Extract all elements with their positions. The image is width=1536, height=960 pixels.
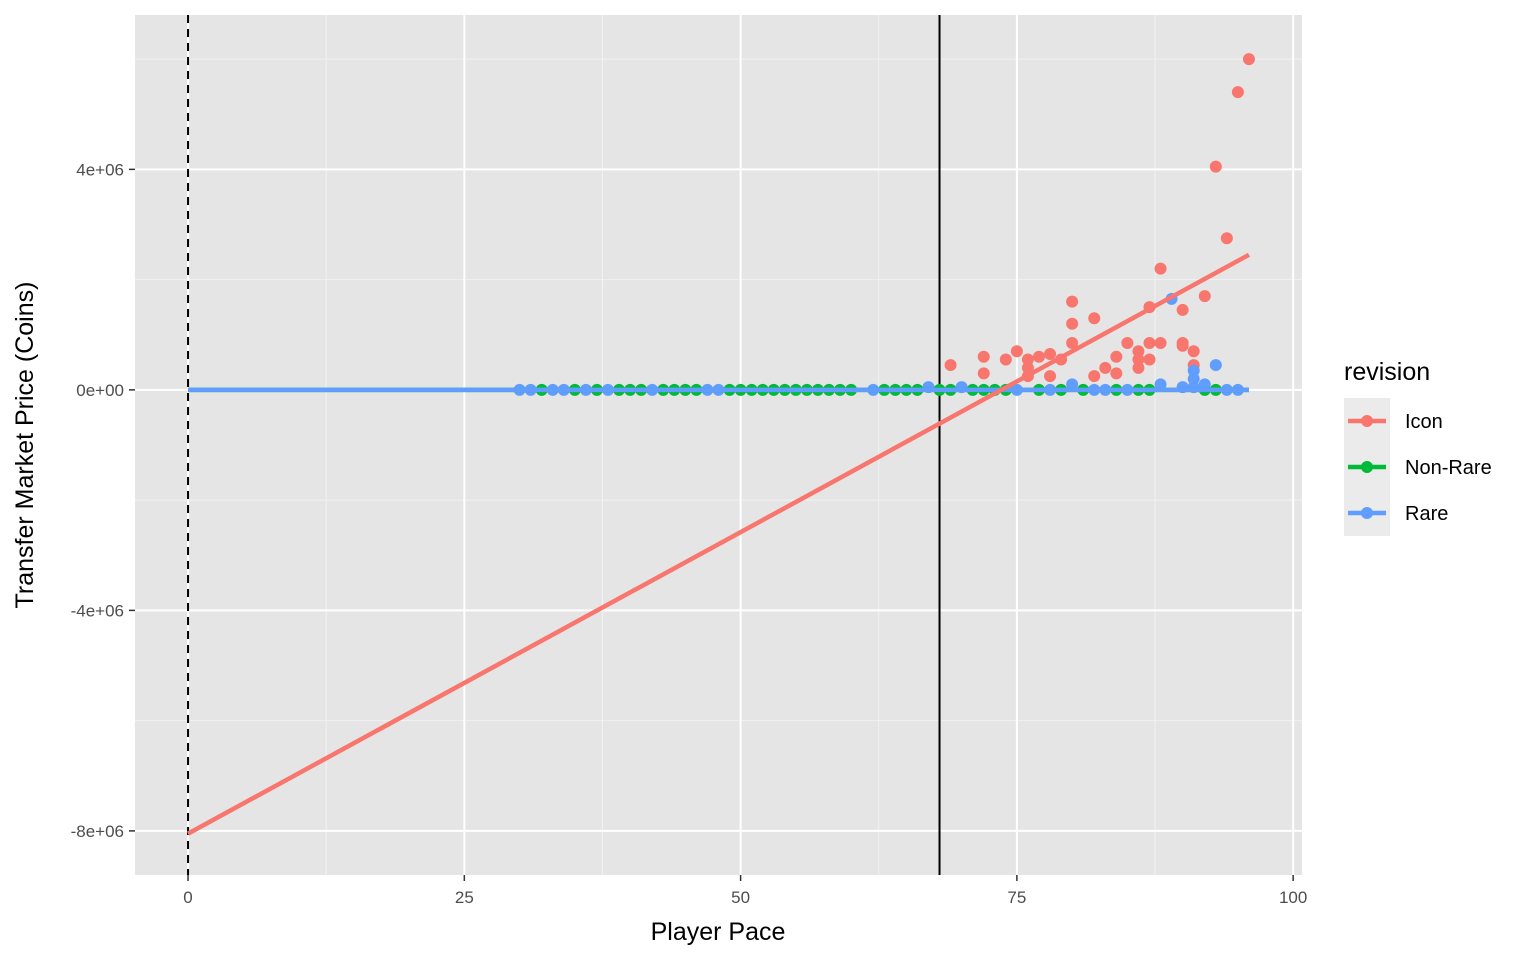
icon-point [1066,337,1079,350]
icon-point [1187,345,1200,358]
icon-point [1231,86,1244,99]
x-tick-label: 100 [1279,888,1307,907]
icon-point [944,359,957,372]
icon-point [1154,262,1167,275]
panel-background [135,15,1302,875]
legend-title: revision [1344,358,1430,386]
icon-legend-point [1361,415,1373,427]
icon-point [977,350,990,363]
data-points [513,53,1255,396]
y-tick-label: -4e+06 [71,601,124,620]
rare-point [1187,372,1200,385]
icon-point [1176,303,1189,316]
non-rare-legend-point [1361,461,1373,473]
icon-point [1099,361,1112,374]
icon-point [1132,353,1145,366]
y-axis: -8e+06 -4e+06 0e+00 4e+06 [71,160,135,841]
rare-point [1066,378,1079,391]
icon-point [1032,350,1045,363]
icon-point [1121,337,1134,350]
fit-lines [186,252,1251,836]
rare-point [1209,359,1222,372]
non-rare-legend-label: Non-Rare [1405,457,1492,479]
icon-point [999,353,1012,366]
x-tick-label: 25 [455,888,474,907]
icon-point [977,367,990,380]
rare-point [1198,378,1211,391]
y-tick-label: 4e+06 [76,160,124,179]
x-tick-label: 50 [731,888,750,907]
icon-point [1066,295,1079,308]
y-tick-label: -8e+06 [71,822,124,841]
rare-point [1154,378,1167,391]
y-tick-label: 0e+00 [76,381,124,400]
icon-point [1132,345,1145,358]
minor-gridlines [135,15,1302,875]
icon-point [1154,337,1167,350]
x-tick-label: 75 [1007,888,1026,907]
icon-point [1010,345,1023,358]
major-gridlines [135,15,1302,875]
icon-point [1209,160,1222,173]
x-tick-label: 0 [183,888,192,907]
icon-point [1198,290,1211,303]
icon-point [1021,353,1034,366]
icon-point [1143,353,1156,366]
icon-point [1242,53,1255,66]
icon-point [1176,339,1189,352]
icon-point [1110,367,1123,380]
y-axis-title: Transfer Market Price (Coins) [11,282,39,609]
rare-legend-label: Rare [1405,503,1448,525]
rare-point [1187,364,1200,377]
x-axis-title: Player Pace [651,918,786,946]
icon-point [1220,232,1233,245]
icon-legend-label: Icon [1405,411,1443,433]
icon-point [1066,317,1079,330]
icon-point [1088,312,1101,325]
icon-point [1143,337,1156,350]
reference-lines [187,15,941,875]
rare-legend-point [1361,507,1373,519]
icon-point [1044,348,1057,361]
icon-point [1110,350,1123,363]
x-axis: 0 25 50 75 100 [183,875,1307,907]
icon-point [1021,361,1034,374]
icon-fit-line [186,252,1251,836]
icon-point [1044,370,1057,383]
legend: revision Icon Non-Rare Rare [1344,358,1492,536]
icon-point [1132,361,1145,374]
icon-point [1088,370,1101,383]
